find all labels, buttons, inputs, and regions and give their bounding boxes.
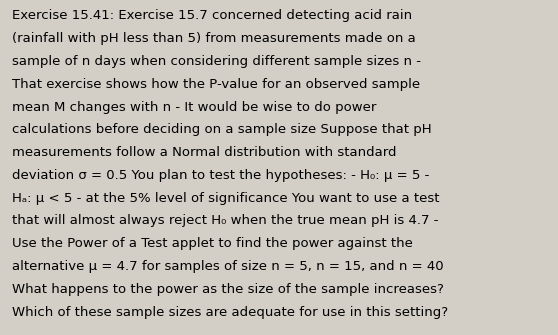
Text: calculations before deciding on a sample size Suppose that pH: calculations before deciding on a sample… (12, 123, 432, 136)
Text: (rainfall with pH less than 5) from measurements made on a: (rainfall with pH less than 5) from meas… (12, 32, 416, 45)
Text: deviation σ = 0.5 You plan to test the hypotheses: - H₀: μ = 5 -: deviation σ = 0.5 You plan to test the h… (12, 169, 430, 182)
Text: What happens to the power as the size of the sample increases?: What happens to the power as the size of… (12, 283, 444, 296)
Text: Use the Power of a Test applet to find the power against the: Use the Power of a Test applet to find t… (12, 237, 413, 250)
Text: That exercise shows how the P-value for an observed sample: That exercise shows how the P-value for … (12, 78, 420, 91)
Text: sample of n days when considering different sample sizes n -: sample of n days when considering differ… (12, 55, 421, 68)
Text: mean M changes with n - It would be wise to do power: mean M changes with n - It would be wise… (12, 100, 377, 114)
Text: Which of these sample sizes are adequate for use in this setting?: Which of these sample sizes are adequate… (12, 306, 449, 319)
Text: that will almost always reject H₀ when the true mean pH is 4.7 -: that will almost always reject H₀ when t… (12, 214, 439, 227)
Text: Exercise 15.41: Exercise 15.7 concerned detecting acid rain: Exercise 15.41: Exercise 15.7 concerned … (12, 9, 412, 22)
Text: measurements follow a Normal distribution with standard: measurements follow a Normal distributio… (12, 146, 397, 159)
Text: alternative μ = 4.7 for samples of size n = 5, n = 15, and n = 40: alternative μ = 4.7 for samples of size … (12, 260, 444, 273)
Text: Hₐ: μ < 5 - at the 5% level of significance You want to use a test: Hₐ: μ < 5 - at the 5% level of significa… (12, 192, 440, 205)
